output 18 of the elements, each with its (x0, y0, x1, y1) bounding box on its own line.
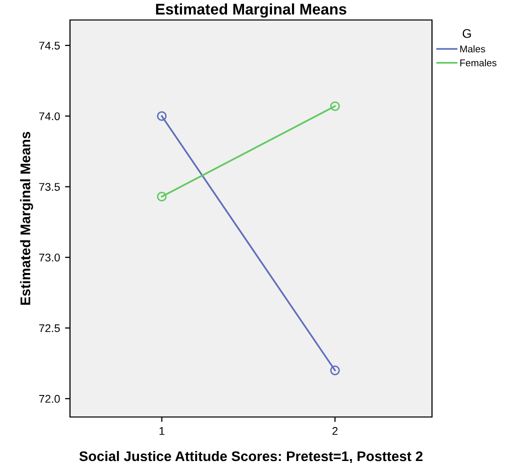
y-axis-title: Estimated Marginal Means (20, 132, 34, 305)
y-tick-label: 73.5 (39, 182, 60, 191)
point (156, 192, 167, 202)
y-tick-label: 74.5 (39, 42, 60, 50)
legend-title: G (462, 29, 471, 38)
point (330, 101, 340, 112)
y-tick-label: 72.5 (39, 324, 60, 332)
y-tick-label: 72.0 (39, 394, 60, 403)
legend-label: Females (460, 59, 496, 66)
x-tick-label: 2 (332, 427, 338, 435)
legend-label: Males (460, 45, 486, 52)
y-tick-label: 73.0 (39, 254, 60, 262)
x-axis-title: Social Justice Attitude Scores: Pretest=1, Posttest 2 (79, 450, 423, 463)
x-tick-label: 1 (160, 427, 164, 435)
y-tick-label: 74.0 (39, 112, 60, 120)
point (330, 366, 340, 376)
chart-title: Estimated Marginal Means (156, 3, 346, 18)
point (156, 111, 167, 121)
